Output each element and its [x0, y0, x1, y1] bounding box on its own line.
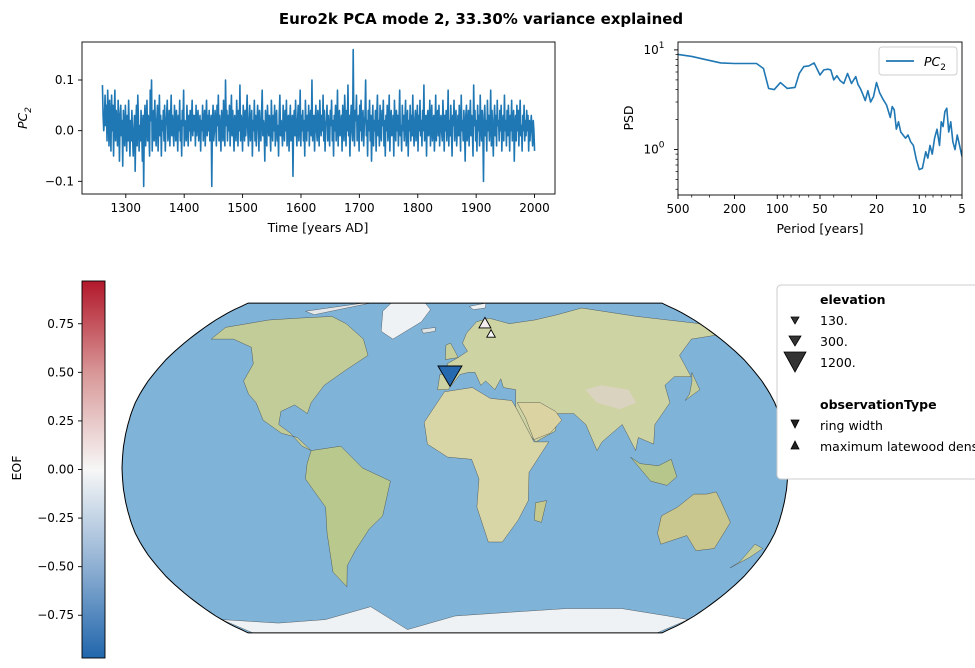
- pc-timeseries-xtick-label-2: 1500: [227, 201, 258, 215]
- eof-colorbar-tick-label-6: −0.75: [37, 608, 74, 622]
- map-legend-box: [776, 284, 975, 480]
- eof-colorbar-ticks: 0.75 0.50 0.25 0.00 −0.25 −0.50 −0.75: [37, 317, 82, 622]
- eof-colorbar-label: EOF: [9, 456, 24, 481]
- psd-xtick-label-2: 100: [766, 202, 789, 216]
- eof-colorbar-tick-label-0: 0.75: [47, 317, 74, 331]
- land-australia: [657, 491, 731, 551]
- land-antarctica: [221, 606, 690, 633]
- legend-type-mxd-label: maximum latewood density: [820, 439, 975, 454]
- land-indonesia: [630, 456, 678, 486]
- pc-timeseries-ytick-label-2: 0.1: [55, 73, 74, 87]
- figure-title: Euro2k PCA mode 2, 33.30% variance expla…: [279, 10, 683, 28]
- psd-xtick-label-4: 20: [869, 202, 884, 216]
- eof-colorbar-tick-label-5: −0.50: [37, 560, 74, 574]
- map-land-layer: [210, 303, 764, 633]
- legend-elevation-large-marker: [783, 351, 807, 373]
- land-north-america: [210, 316, 369, 451]
- pc-timeseries-xtick-label-7: 2000: [519, 201, 550, 215]
- land-japan: [684, 372, 701, 401]
- legend-type-ring-width-label: ring width: [820, 418, 883, 433]
- psd-legend: PC2: [878, 46, 958, 76]
- legend-elevation-medium-label: 300.: [820, 334, 848, 349]
- pc-timeseries-panel: 1300 1400 1500 1600 1700 1800 1900 2000 −0.1 0.0 0…: [15, 41, 556, 235]
- legend-elevation-small-marker: [790, 316, 800, 325]
- pc-timeseries-ticks: 1300 1400 1500 1600 1700 1800 1900 2000 −0.1 0.0 0…: [45, 73, 550, 215]
- psd-ylabel: PSD: [621, 105, 636, 130]
- psd-ytick-label-0: 100: [643, 141, 664, 157]
- eof-map: [121, 302, 789, 634]
- land-plateau: [585, 385, 637, 410]
- pc-timeseries-frame: [81, 41, 556, 195]
- legend-elevation-medium-marker: [788, 335, 802, 347]
- psd-xtick-label-1: 200: [723, 202, 746, 216]
- legend-type-ring-width-marker: [790, 419, 800, 429]
- land-svalbard: [468, 303, 487, 310]
- pc-timeseries-line: [101, 48, 536, 188]
- psd-xtick-label-6: 5: [958, 202, 966, 216]
- pc-timeseries-xtick-label-1: 1400: [169, 201, 200, 215]
- map-point-0: [437, 365, 463, 388]
- land-uk: [445, 342, 459, 360]
- pc-timeseries-xtick-label-6: 1900: [461, 201, 492, 215]
- eof-colorbar-tick-label-4: −0.25: [37, 511, 74, 525]
- pc-timeseries-ytick-label-1: 0.0: [55, 124, 74, 138]
- map-legend: elevation 130. 300. 1200. observationTyp…: [776, 284, 975, 480]
- land-africa: [423, 387, 550, 543]
- psd-xtick-label-0: 500: [667, 202, 690, 216]
- land-new-zealand: [729, 543, 764, 569]
- pc-timeseries-xtick-label-3: 1600: [286, 201, 317, 215]
- legend-elevation-small-label: 130.: [820, 313, 848, 328]
- eof-colorbar-tick-label-1: 0.50: [47, 365, 74, 379]
- psd-legend-box: [878, 46, 958, 76]
- pc-timeseries-xtick-label-0: 1300: [111, 201, 142, 215]
- eof-colorbar: 0.75 0.50 0.25 0.00 −0.25 −0.50 −0.75 EOF: [9, 280, 106, 659]
- psd-xlabel: Period [years]: [776, 221, 863, 236]
- map-points: [437, 316, 497, 388]
- eof-colorbar-tick-label-2: 0.25: [47, 414, 74, 428]
- land-arctic-islands: [304, 303, 383, 315]
- eof-colorbar-tick-label-3: 0.00: [47, 463, 74, 477]
- land-greenland: [380, 303, 431, 340]
- legend-type-title: observationType: [820, 397, 937, 412]
- land-eurasia: [437, 307, 717, 452]
- psd-frame: [677, 41, 963, 196]
- pc-timeseries-ylabel: PC2: [15, 107, 34, 129]
- psd-ticks: 500 200 100 50 20 10 5 100 101: [643, 41, 965, 216]
- pc-timeseries-xtick-label-5: 1800: [402, 201, 433, 215]
- psd-xtick-label-5: 10: [912, 202, 927, 216]
- pc-timeseries-xtick-label-4: 1700: [344, 201, 375, 215]
- map-point-1: [478, 316, 492, 329]
- pc-timeseries-ytick-label-0: −0.1: [45, 174, 74, 188]
- psd-panel: 500 200 100 50 20 10 5 100 101 Period [years] PS…: [621, 41, 966, 236]
- land-south-america: [305, 445, 391, 588]
- legend-type-mxd-marker: [790, 440, 800, 450]
- pc-timeseries-xlabel: Time [years AD]: [267, 220, 369, 235]
- land-arabia: [516, 402, 563, 441]
- psd-ytick-label-1: 101: [643, 41, 664, 57]
- map-land: [210, 303, 764, 633]
- land-madagascar: [534, 500, 547, 523]
- map-point-2: [486, 328, 497, 338]
- legend-elevation-large-label: 1200.: [820, 355, 856, 370]
- psd-xtick-label-3: 50: [812, 202, 827, 216]
- legend-elevation-title: elevation: [820, 292, 886, 307]
- land-iceland: [420, 327, 436, 334]
- psd-line: [678, 53, 962, 171]
- psd-legend-label: PC2: [924, 54, 946, 73]
- eof-colorbar-gradient: [81, 280, 106, 659]
